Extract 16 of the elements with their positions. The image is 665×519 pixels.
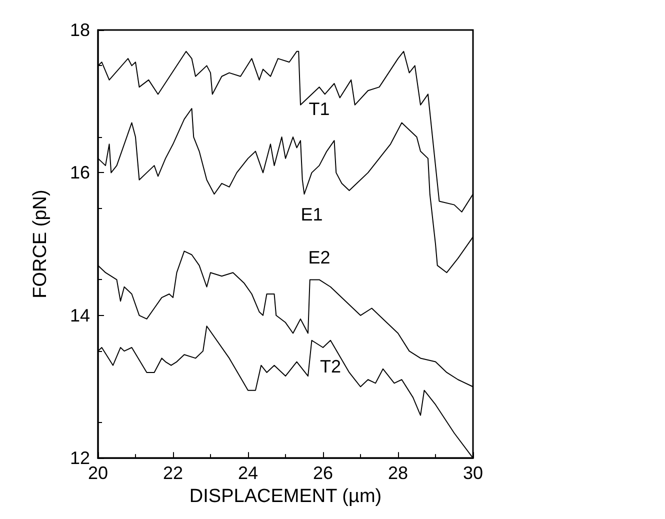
x-tick-label: 26 [312, 463, 334, 484]
x-tick-label: 28 [388, 463, 408, 484]
y-tick-label: 16 [70, 162, 90, 183]
x-tick-label: 24 [238, 463, 258, 484]
y-axis-title: FORCE (pN) [30, 190, 51, 298]
y-tick-label: 18 [70, 20, 90, 40]
series-label: T1 [308, 99, 330, 120]
x-axis-title: DISPLACEMENT (µm) [189, 486, 382, 507]
y-tick-label: 14 [70, 305, 90, 326]
y-tick-label: 12 [70, 448, 90, 468]
series-label: T2 [320, 356, 342, 376]
series-label: E1 [300, 204, 323, 225]
series-label: E2 [308, 248, 330, 268]
x-tick-label: 20 [88, 463, 108, 484]
x-tick-label: 22 [162, 463, 184, 484]
x-tick-label: 30 [462, 463, 484, 484]
